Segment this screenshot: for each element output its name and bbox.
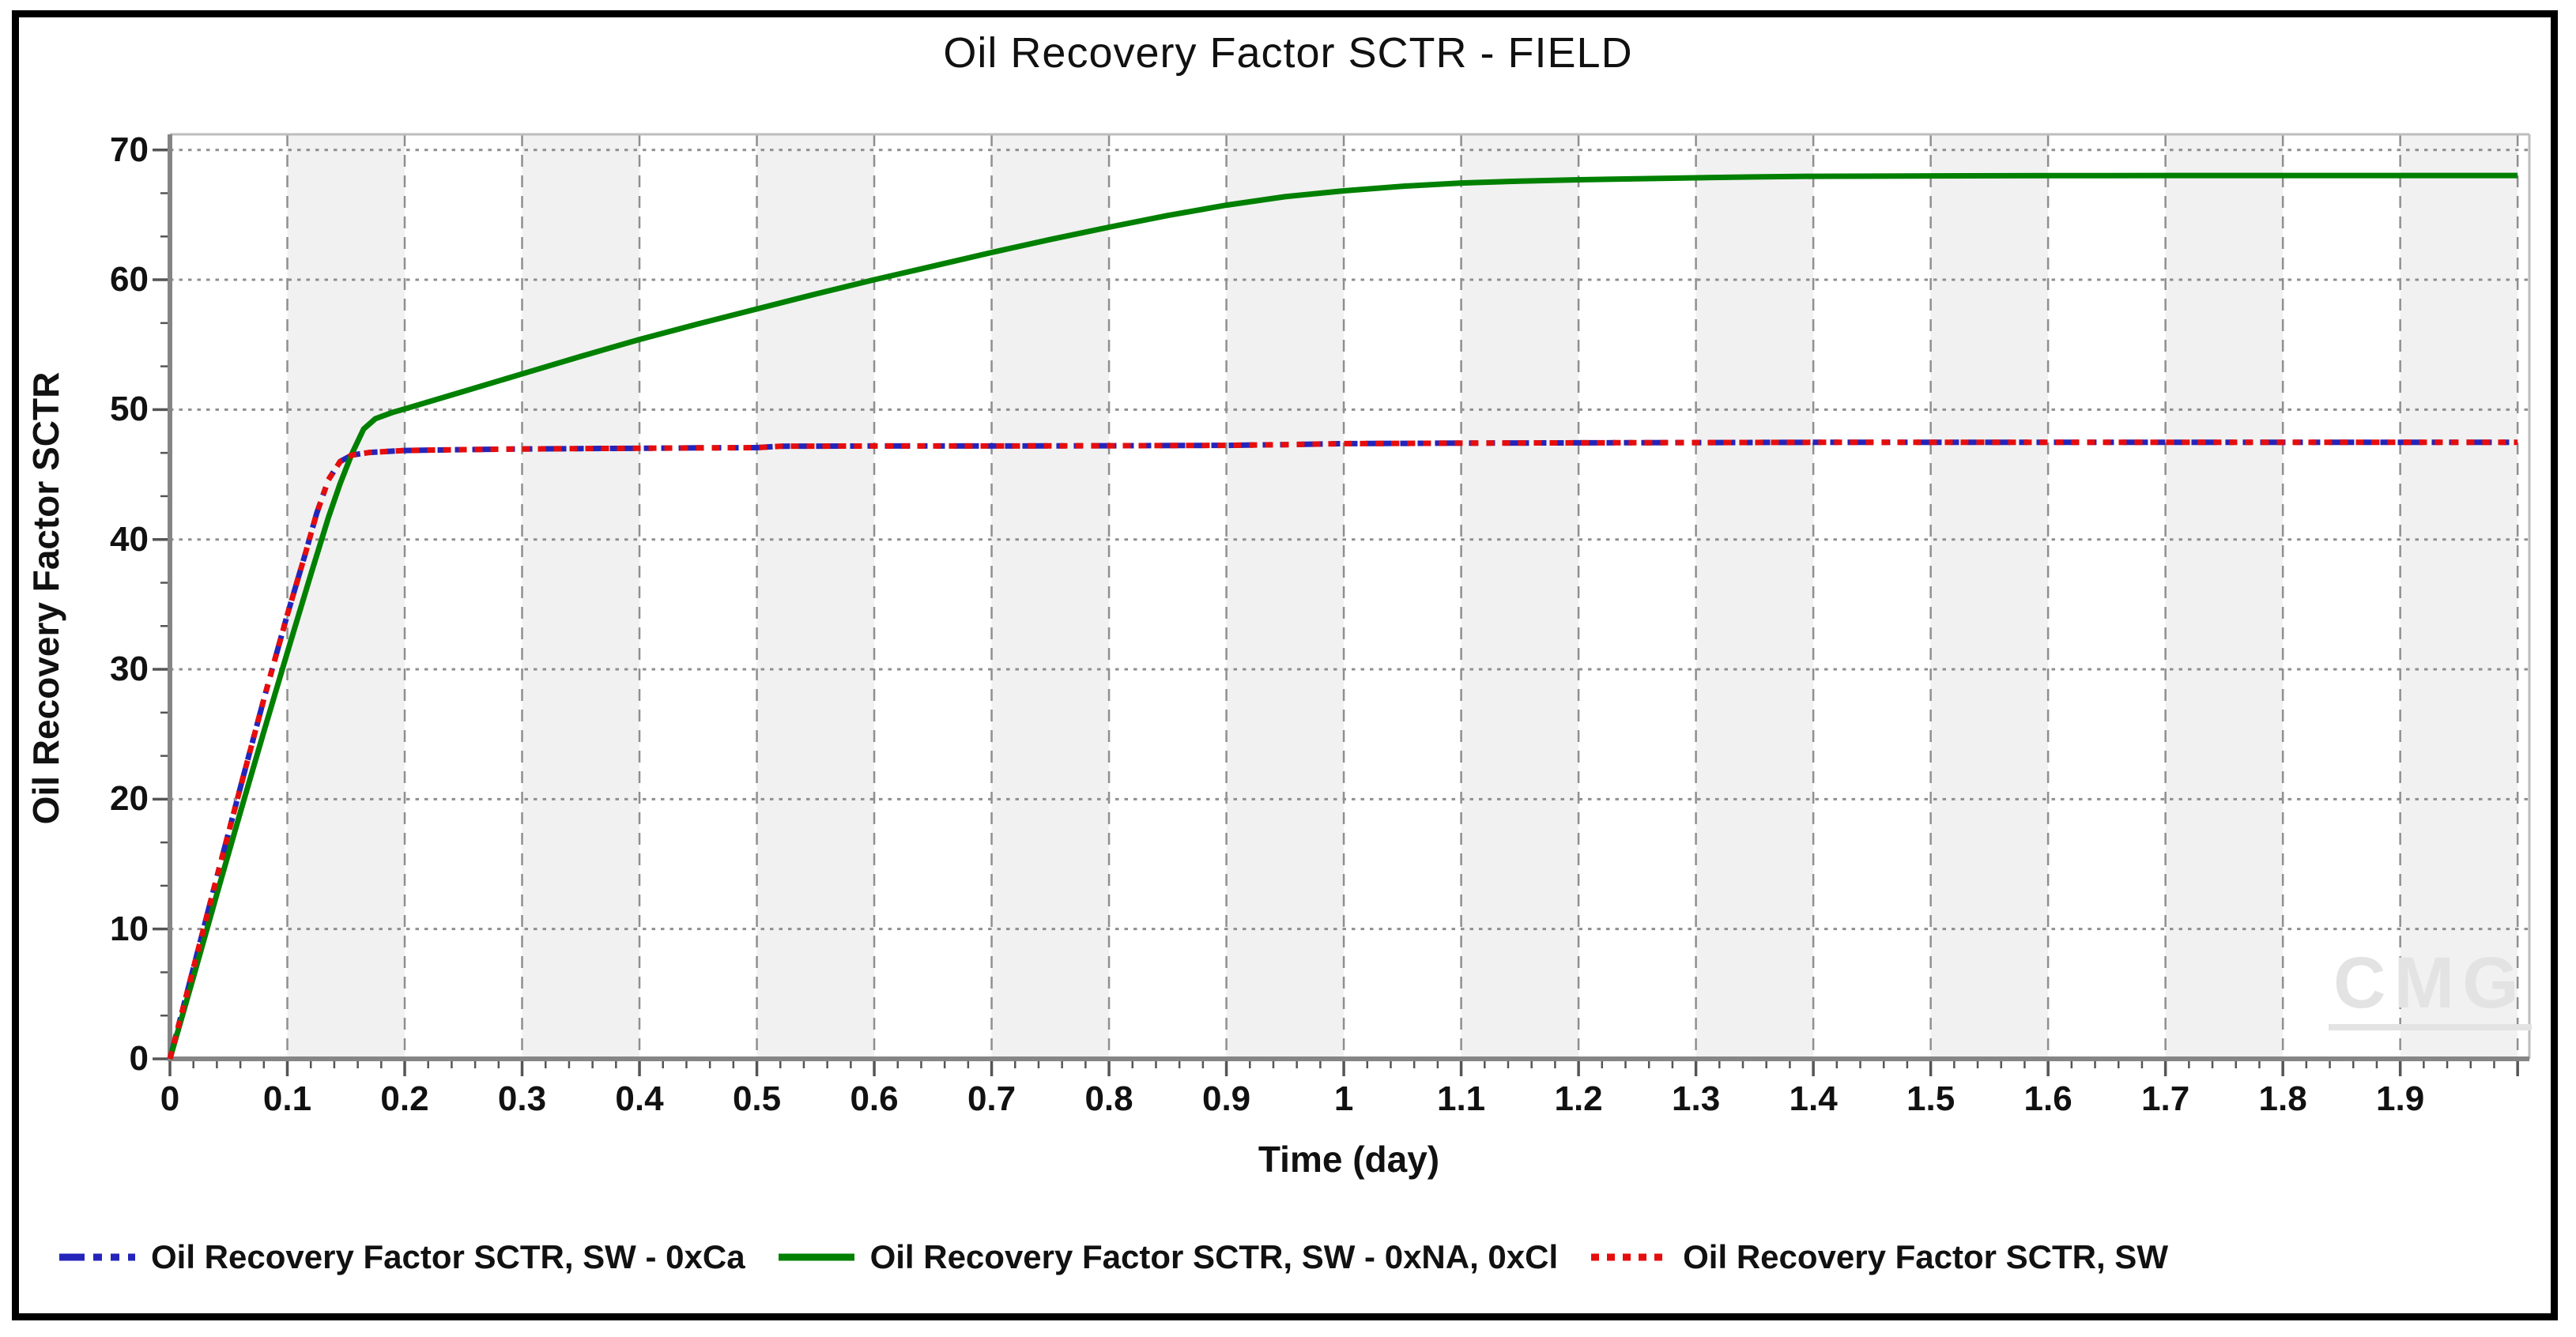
x-tick-label: 1.9 <box>2376 1079 2425 1118</box>
series-line-2 <box>167 439 2518 1060</box>
x-tick-label: 0.7 <box>967 1079 1016 1118</box>
x-tick-label: 0.2 <box>380 1079 429 1118</box>
legend: Oil Recovery Factor SCTR, SW - 0xCa Oil … <box>59 1238 2525 1276</box>
legend-item-sw-0xna-0xcl: Oil Recovery Factor SCTR, SW - 0xNA, 0xC… <box>778 1238 1559 1276</box>
x-tick-label: 0.6 <box>850 1079 899 1118</box>
legend-item-sw-0xca: Oil Recovery Factor SCTR, SW - 0xCa <box>59 1238 745 1276</box>
x-tick-label: 1.8 <box>2258 1079 2307 1118</box>
x-tick-label: 0.3 <box>497 1079 547 1118</box>
shade-band <box>522 134 640 1059</box>
shade-band <box>991 134 1110 1059</box>
x-tick-label: 0.8 <box>1084 1079 1133 1118</box>
legend-label: Oil Recovery Factor SCTR, SW - 0xCa <box>151 1238 745 1275</box>
x-axis-title: Time (day) <box>1258 1139 1440 1180</box>
y-tick-label: 10 <box>110 909 149 948</box>
y-tick-label: 20 <box>110 779 149 819</box>
y-tick-label: 70 <box>110 130 149 169</box>
legend-swatch-dash-dot-line-icon <box>59 1253 135 1261</box>
x-tick-label: 1.2 <box>1554 1079 1603 1118</box>
legend-swatch-dotted-line-icon <box>1591 1253 1668 1261</box>
series-line-1 <box>167 172 2518 1060</box>
x-tick-label: 0.5 <box>732 1079 782 1118</box>
shade-band <box>1695 134 1814 1059</box>
legend-label: Oil Recovery Factor SCTR, SW <box>1683 1238 2168 1275</box>
x-tick-label: 0 <box>160 1079 180 1118</box>
y-tick-label: 50 <box>110 390 149 429</box>
shade-band <box>1461 134 1579 1059</box>
x-tick-label: 0.1 <box>262 1079 312 1118</box>
shade-band <box>2165 134 2284 1059</box>
shade-band <box>2400 134 2518 1059</box>
shade-band <box>756 134 875 1059</box>
legend-item-sw: Oil Recovery Factor SCTR, SW <box>1591 1238 2168 1276</box>
x-tick-label: 1.4 <box>1789 1079 1838 1118</box>
y-tick-label: 30 <box>110 650 149 689</box>
y-axis-title: Oil Recovery Factor SCTR <box>25 371 66 825</box>
x-tick-label: 1.7 <box>2141 1079 2190 1118</box>
chart-title: Oil Recovery Factor SCTR - FIELD <box>943 29 1633 77</box>
y-tick-label: 60 <box>110 260 149 299</box>
x-tick-label: 0.4 <box>615 1079 664 1118</box>
x-tick-label: 0.9 <box>1201 1079 1251 1118</box>
shade-band <box>1930 134 2049 1059</box>
x-tick-label: 1.6 <box>2023 1079 2072 1118</box>
x-tick-label: 1.5 <box>1907 1079 1956 1118</box>
shade-band <box>1226 134 1345 1059</box>
x-tick-label: 1.3 <box>1672 1079 1721 1118</box>
cmg-logo-watermark: CMG <box>2329 947 2532 1030</box>
legend-swatch-solid-line-icon <box>778 1253 854 1261</box>
legend-label: Oil Recovery Factor SCTR, SW - 0xNA, 0xC… <box>869 1238 1559 1275</box>
x-tick-label: 1.1 <box>1436 1079 1486 1118</box>
y-tick-label: 0 <box>129 1039 149 1078</box>
y-tick-label: 40 <box>110 519 149 559</box>
x-tick-label: 1 <box>1333 1079 1354 1118</box>
